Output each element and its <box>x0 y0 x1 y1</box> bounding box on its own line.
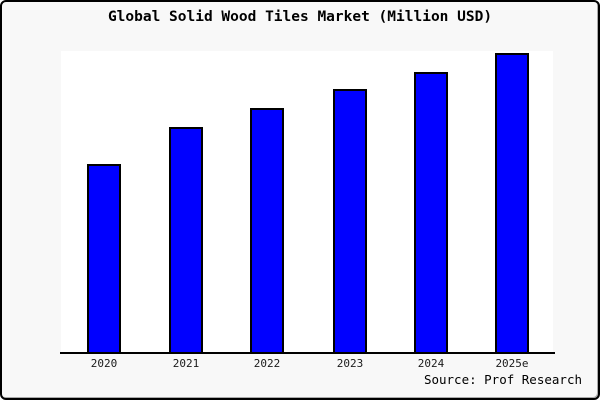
plot-area <box>60 51 555 354</box>
chart-title: Global Solid Wood Tiles Market (Million … <box>107 9 493 25</box>
bar-2023 <box>333 89 367 353</box>
x-tick-label-2020: 2020 <box>90 357 118 370</box>
bar-2020 <box>87 164 121 353</box>
x-tick-label-2025e: 2025e <box>495 357 529 370</box>
source-credit: Source: Prof Research <box>423 372 582 387</box>
bar-2022 <box>250 108 284 353</box>
x-tick-label-2023: 2023 <box>336 357 364 370</box>
x-tick-label-2021: 2021 <box>172 357 200 370</box>
bar-2024 <box>414 72 448 353</box>
x-tick-label-2024: 2024 <box>417 357 445 370</box>
bar-2025e <box>495 53 529 353</box>
bar-2021 <box>169 127 203 353</box>
x-axis-line <box>60 352 555 354</box>
x-tick-label-2022: 2022 <box>253 357 281 370</box>
